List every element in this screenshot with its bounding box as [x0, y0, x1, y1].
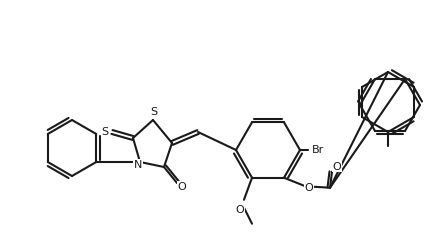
Text: N: N: [134, 160, 142, 170]
Text: S: S: [151, 107, 157, 117]
Text: O: O: [236, 205, 245, 215]
Text: O: O: [177, 182, 186, 192]
Text: O: O: [333, 162, 342, 172]
Text: S: S: [101, 127, 109, 137]
Text: Br: Br: [312, 145, 324, 155]
Text: O: O: [304, 183, 313, 193]
